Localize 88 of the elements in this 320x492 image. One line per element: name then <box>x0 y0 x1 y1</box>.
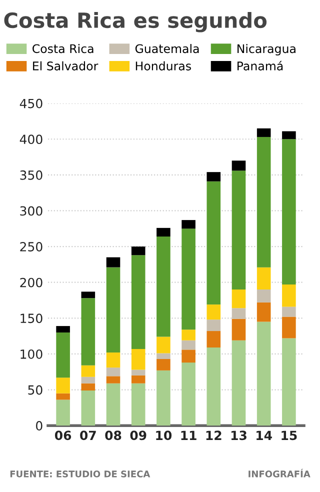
x-tick-label: 10 <box>156 430 172 440</box>
bar <box>282 338 296 426</box>
bar <box>206 172 221 182</box>
bar <box>282 316 296 338</box>
bar <box>182 220 196 229</box>
bar <box>206 320 221 332</box>
bar <box>256 136 271 268</box>
y-tick-label: 250 <box>20 242 42 252</box>
bar <box>256 302 271 322</box>
bar <box>232 170 246 290</box>
y-tick-label: 100 <box>20 349 42 359</box>
bar <box>106 257 120 268</box>
bar <box>282 306 296 317</box>
bar <box>156 228 170 237</box>
y-tick-label: 150 <box>20 314 42 324</box>
bar <box>81 365 96 377</box>
x-tick-label: 14 <box>256 430 272 440</box>
y-tick-label: 400 <box>20 134 42 144</box>
y-tick-label: 350 <box>20 170 42 180</box>
bar <box>232 340 246 426</box>
source-note: FUENTE: ESTUDIO DE SIECA <box>10 470 150 478</box>
bar <box>182 330 196 340</box>
bar <box>131 246 146 256</box>
legend-label: Honduras <box>136 61 191 70</box>
bar <box>131 383 146 426</box>
bar <box>56 326 70 332</box>
bar <box>156 353 170 359</box>
y-tick-label: 200 <box>20 278 42 288</box>
bar <box>131 255 146 349</box>
bar <box>81 298 96 366</box>
bar <box>232 290 246 308</box>
bar <box>106 267 120 353</box>
x-tick-label: 07 <box>80 430 96 440</box>
bar <box>56 400 70 426</box>
bar <box>256 290 271 302</box>
chart-title: Costa Rica es segundo <box>4 12 267 32</box>
legend-label: El Salvador <box>33 61 98 70</box>
bar <box>81 390 96 426</box>
x-tick-label: 11 <box>181 430 196 440</box>
bar <box>206 331 221 348</box>
bar <box>282 131 296 140</box>
bar <box>282 284 296 307</box>
bar <box>106 368 120 376</box>
bar <box>81 376 96 384</box>
y-tick-label: 0 <box>36 421 42 431</box>
x-tick-label: 06 <box>54 430 72 440</box>
bar <box>156 358 170 370</box>
y-tick-label: 300 <box>20 206 42 216</box>
bar <box>232 318 246 340</box>
bar <box>256 128 271 137</box>
bar <box>206 304 221 320</box>
bar <box>56 393 70 400</box>
bar <box>56 378 70 394</box>
legend-label: Panamá <box>238 60 283 70</box>
x-tick-label: 09 <box>130 430 146 440</box>
bar <box>182 340 196 350</box>
bar <box>182 228 196 330</box>
bar <box>256 267 271 290</box>
bar <box>156 370 170 426</box>
bar <box>131 348 146 370</box>
y-tick-label: 50 <box>28 385 42 395</box>
bar <box>81 292 96 298</box>
bar <box>81 383 96 390</box>
bar <box>182 350 196 363</box>
x-tick-label: 12 <box>206 430 222 440</box>
bar <box>106 352 120 368</box>
bar <box>106 383 120 426</box>
bar <box>232 160 246 171</box>
bar <box>131 370 146 376</box>
legend-label: Costa Rica <box>32 44 94 54</box>
bar <box>131 375 146 384</box>
bar <box>282 139 296 284</box>
y-tick-label: 450 <box>20 98 42 108</box>
x-tick-label: 08 <box>105 430 122 440</box>
bar <box>182 362 196 426</box>
bar <box>106 376 120 384</box>
bar <box>232 308 246 319</box>
bar <box>56 332 70 378</box>
bar <box>206 181 221 305</box>
bar <box>206 348 221 426</box>
legend-label: Guatemala <box>135 44 199 54</box>
legend-label: Nicaragua <box>238 44 296 56</box>
text: INFOGRAFÍA <box>248 468 310 478</box>
x-tick-label: 13 <box>231 430 246 440</box>
bar <box>156 336 170 354</box>
bar <box>256 322 271 426</box>
bar <box>156 236 170 337</box>
x-tick-label: 15 <box>282 430 297 440</box>
